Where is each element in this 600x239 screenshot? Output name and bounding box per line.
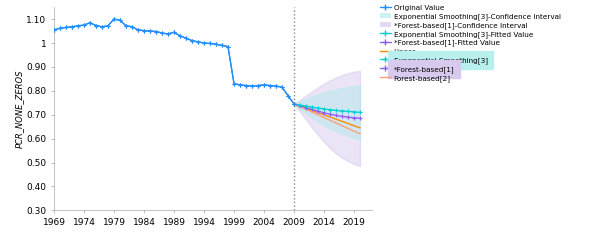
Legend: Original Value, Exponential Smoothing[3]-Confidence Interval, *Forest-based[1]-C: Original Value, Exponential Smoothing[3]… [379,3,562,83]
Y-axis label: PCR_NONE_ZEROS: PCR_NONE_ZEROS [14,70,23,148]
